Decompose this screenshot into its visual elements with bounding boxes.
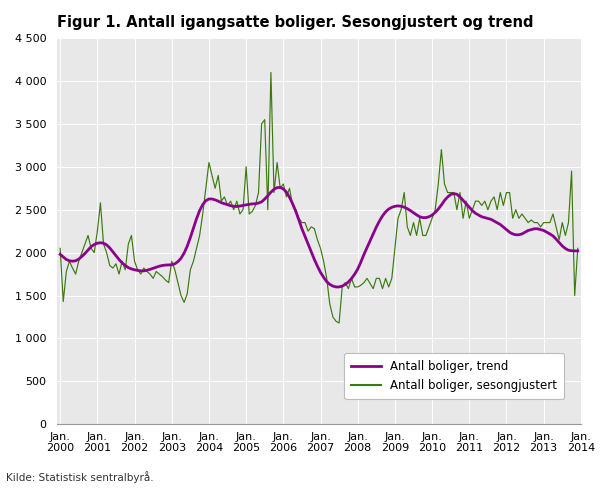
Text: Figur 1. Antall igangsatte boliger. Sesongjustert og trend: Figur 1. Antall igangsatte boliger. Seso… [57,15,534,30]
Legend: Antall boliger, trend, Antall boliger, sesongjustert: Antall boliger, trend, Antall boliger, s… [345,353,564,399]
Text: Kilde: Statistisk sentralbyrå.: Kilde: Statistisk sentralbyrå. [6,471,154,483]
